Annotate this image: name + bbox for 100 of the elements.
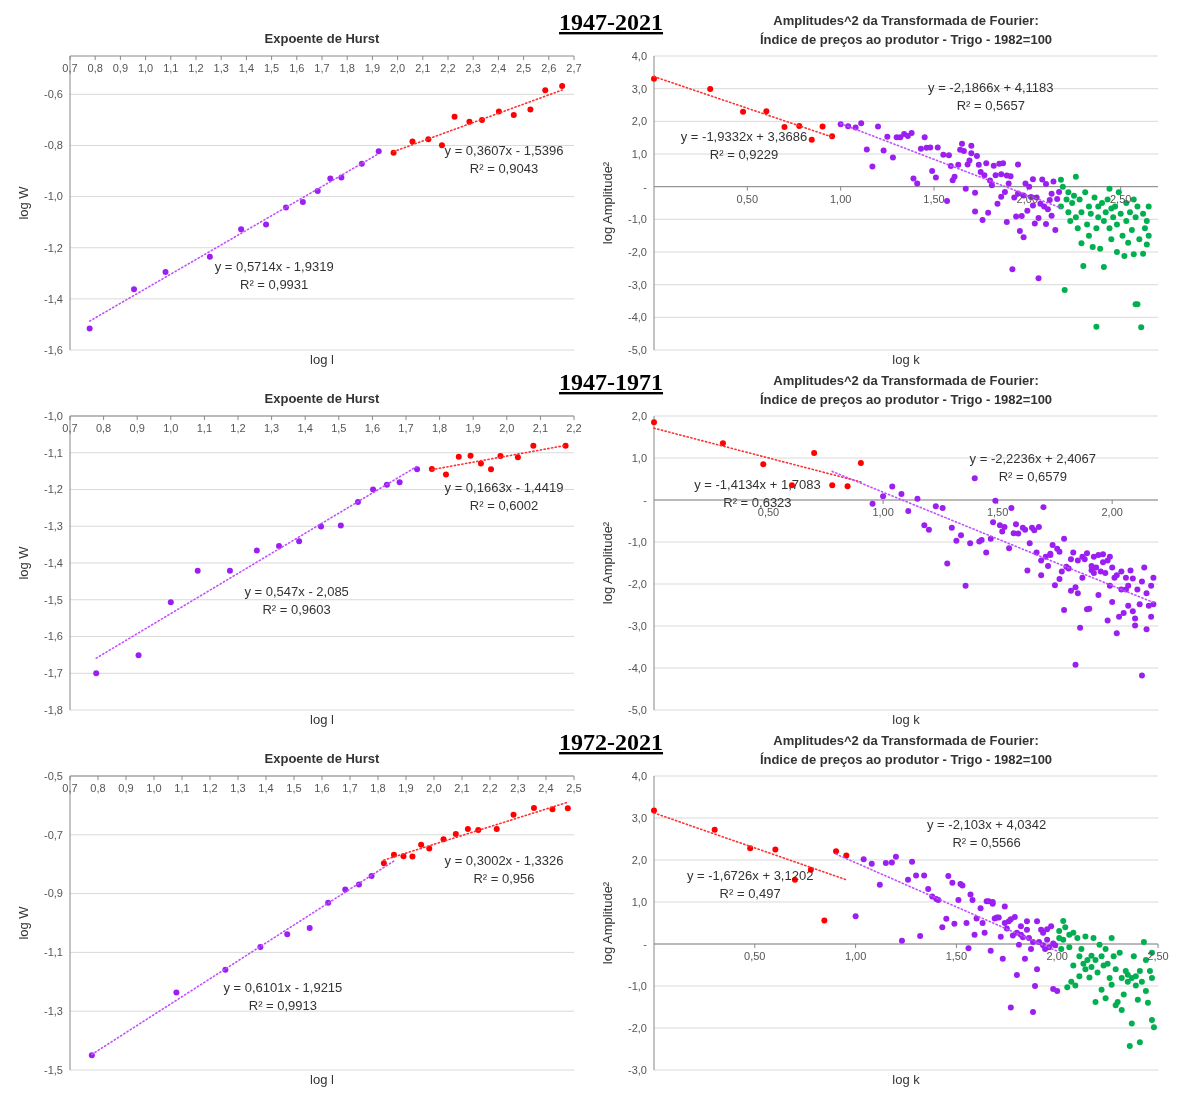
point — [772, 846, 779, 853]
x-axis-title: log l — [310, 1072, 335, 1087]
x-tick-label: 1,4 — [297, 422, 313, 434]
point — [396, 479, 403, 486]
y-tick-label: - — [643, 937, 648, 950]
x-tick-label: 1,7 — [314, 62, 330, 74]
x-tick-label: 1,5 — [286, 782, 302, 794]
x-tick-label: 2,4 — [538, 782, 554, 794]
x-tick-label: 1,4 — [258, 782, 274, 794]
point — [514, 454, 521, 461]
chart-title: Amplitudes^2 da Transformada de Fourier: — [773, 13, 1039, 28]
chart-subtitle: Índice de preços ao produtor - Trigo - 1982=100 — [759, 752, 1053, 767]
point — [451, 113, 458, 120]
point — [781, 123, 788, 130]
x-tick-label: 0,7 — [62, 62, 78, 74]
x-tick-label: 2,7 — [566, 62, 582, 74]
x-tick-label: 0,50 — [744, 950, 766, 962]
y-tick-label: -4,0 — [628, 311, 647, 324]
point — [488, 466, 495, 473]
y-tick-label: -0,8 — [44, 139, 63, 152]
point — [510, 811, 517, 818]
point — [808, 136, 815, 143]
chart-title: Amplitudes^2 da Transformada de Fourier: — [773, 733, 1039, 748]
x-tick-label: 2,1 — [532, 422, 549, 434]
point — [711, 826, 718, 833]
x-tick-label: 2,0 — [389, 62, 406, 74]
point — [530, 442, 537, 449]
text: 1947-1971 — [559, 369, 663, 395]
annotation: y = 0,1663x - 1,4419 — [444, 479, 564, 495]
x-tick-label: 1,6 — [314, 782, 330, 794]
point — [337, 522, 344, 529]
point — [93, 670, 100, 677]
annotation: R² = 0,9043 — [469, 160, 539, 176]
annotation: R² = 0,497 — [719, 886, 781, 902]
x-tick-label: 1,1 — [174, 782, 190, 794]
annotation: y = -1,6726x + 3,1202 — [686, 868, 814, 884]
y-tick-label: -3,0 — [628, 1063, 647, 1076]
y-axis-title: log Amplitude² — [600, 161, 615, 245]
x-axis-title: log l — [310, 712, 335, 727]
point — [467, 452, 474, 459]
y-axis-title: log Amplitude² — [600, 521, 615, 605]
annotation: R² = 0,956 — [473, 871, 535, 887]
point — [821, 917, 828, 924]
y-tick-label: -3,0 — [628, 278, 647, 291]
point — [564, 805, 571, 812]
y-tick-label: -1,2 — [44, 483, 63, 496]
annotation: R² = 0,6002 — [469, 497, 539, 513]
y-tick-label: -1,1 — [44, 446, 63, 459]
point — [651, 419, 657, 426]
point — [844, 483, 851, 490]
point — [194, 567, 201, 574]
y-tick-label: -1,5 — [44, 1063, 63, 1076]
y-tick-label: -3,0 — [628, 619, 647, 632]
annotation: R² = 0,9931 — [240, 277, 309, 293]
x-tick-label: 1,00 — [829, 192, 852, 205]
annotation: R² = 0,9603 — [262, 602, 331, 618]
point — [819, 123, 826, 130]
point — [452, 830, 459, 837]
y-tick-label: -0,9 — [44, 887, 63, 900]
y-tick-label: -2,0 — [628, 1021, 647, 1034]
point — [167, 599, 174, 606]
x-axis-title: log k — [892, 352, 921, 367]
point — [173, 989, 180, 996]
chart-title: Expoente de Hurst — [264, 391, 381, 406]
x-tick-label: 0,9 — [118, 782, 134, 794]
x-tick-label: 1,00 — [844, 950, 867, 962]
x-axis-title: log l — [310, 352, 335, 367]
y-tick-label: -0,6 — [44, 88, 63, 101]
y-tick-label: -2,0 — [628, 245, 647, 258]
point — [719, 440, 726, 447]
x-tick-label: 2,1 — [415, 62, 431, 74]
annotation: R² = 0,5566 — [952, 834, 1021, 850]
y-tick-label: 4,0 — [631, 49, 647, 62]
x-tick-label: 1,3 — [230, 782, 246, 794]
point — [426, 845, 433, 852]
x-tick-label: 1,0 — [137, 62, 154, 74]
y-tick-label: -0,5 — [44, 769, 63, 782]
y-tick-label: -1,0 — [628, 535, 647, 548]
x-tick-label: 1,50 — [986, 506, 1009, 518]
x-tick-label: 1,0 — [146, 782, 162, 794]
point — [455, 453, 462, 460]
point — [409, 138, 416, 145]
point — [390, 851, 397, 858]
point — [740, 108, 747, 115]
y-tick-label: -5,0 — [628, 703, 647, 716]
y-tick-label: 1,0 — [631, 451, 647, 464]
annotation: y = 0,6101x - 1,9215 — [223, 979, 343, 995]
point — [542, 87, 549, 94]
x-tick-label: 0,8 — [87, 62, 103, 74]
point — [530, 805, 537, 812]
text: 1947-2021 — [559, 9, 663, 35]
point — [409, 853, 416, 860]
y-tick-label: -1,4 — [44, 556, 63, 569]
x-tick-label: 1,5 — [263, 62, 280, 74]
x-tick-label: 1,1 — [163, 62, 179, 74]
point — [284, 931, 291, 938]
x-tick-label: 2,2 — [566, 422, 582, 434]
point — [829, 482, 836, 489]
point — [327, 175, 334, 182]
x-tick-label: 2,00 — [1046, 950, 1068, 962]
